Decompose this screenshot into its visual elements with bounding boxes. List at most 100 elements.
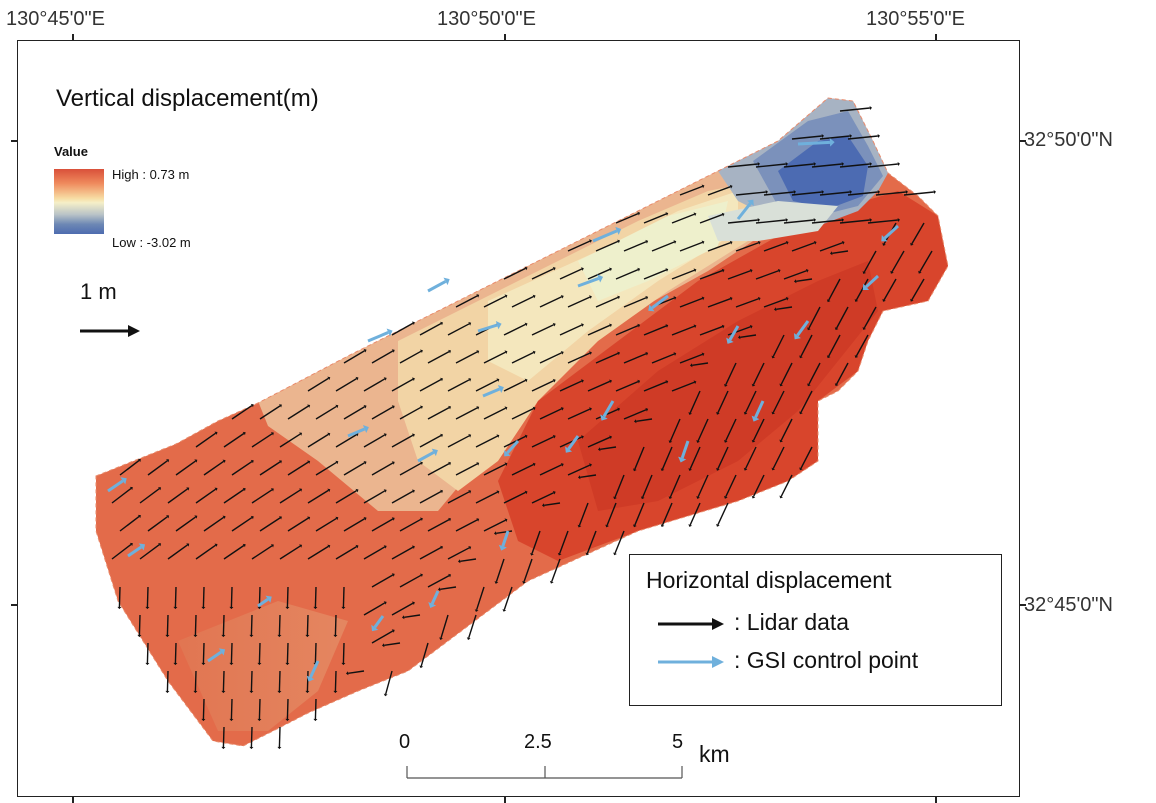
lidar-arrow [455, 294, 480, 308]
lidar-arrow [724, 418, 737, 443]
lidar-arrow [335, 488, 359, 504]
lidar-arrow [799, 390, 813, 415]
lidar-arrow [751, 474, 765, 499]
lidar-arrow [539, 350, 564, 364]
lidar-arrow [277, 670, 282, 694]
lidar-arrow [285, 586, 290, 610]
lidar-arrow [623, 407, 649, 420]
lidar-arrow [783, 268, 809, 280]
lidar-arrow [483, 462, 508, 476]
lidar-arrow [279, 432, 303, 448]
lidar-arrow [668, 418, 681, 444]
lidar-arrow [503, 322, 528, 336]
frame-tick [504, 797, 506, 803]
lidar-arrow [251, 432, 274, 448]
lidar-arrow [287, 516, 311, 532]
lidar-arrow [643, 268, 669, 280]
lidar-arrow [633, 418, 653, 424]
lidar-arrow [455, 350, 480, 364]
gsi-arrow [793, 320, 810, 340]
lidar-arrow [643, 380, 669, 392]
lidar-arrow [587, 267, 612, 280]
lidar-arrow [371, 349, 395, 364]
lidar-arrow [735, 240, 761, 252]
frame-tick [935, 797, 937, 803]
gsi-arrow [736, 199, 754, 220]
lidar-arrow [791, 134, 825, 140]
gsi-arrow [371, 615, 385, 632]
lidar-arrow [251, 544, 274, 560]
lidar-arrow [259, 516, 282, 532]
lidar-arrow [427, 573, 452, 588]
gsi-arrow [427, 277, 450, 293]
lidar-arrow [193, 614, 198, 638]
lidar-arrow [173, 586, 178, 610]
gsi-arrow [107, 477, 127, 493]
lidar-arrow [688, 390, 701, 415]
lidar-arrow [577, 502, 589, 528]
lidar-arrow [173, 642, 178, 666]
frame-tick [935, 34, 937, 40]
lidar-arrow [735, 296, 761, 308]
lidar-arrow [391, 601, 415, 616]
lidar-arrow [595, 239, 621, 252]
lidar-arrow [231, 515, 254, 532]
frame-tick [1020, 140, 1026, 142]
lidar-arrow [567, 351, 592, 364]
lidar-arrow [419, 489, 443, 504]
lidar-arrow [615, 379, 641, 392]
lidar-arrow [391, 321, 415, 336]
lidar-arrow [839, 106, 873, 112]
lidar-arrow [363, 545, 387, 560]
lidar-arrow [688, 502, 701, 527]
lidar-arrow [531, 378, 556, 392]
lidar-arrow [707, 184, 733, 196]
frame-tick [72, 797, 74, 803]
lidar-arrow [755, 162, 789, 168]
lidar-arrow [249, 670, 254, 694]
gsi-arrow [347, 425, 369, 438]
lidar-arrow [279, 488, 303, 504]
lidar-arrow [727, 268, 753, 280]
lidar-arrow [679, 352, 705, 364]
lidar-arrow [457, 558, 477, 564]
horizontal-displacement-legend: Horizontal displacement : Lidar data : G… [629, 554, 1002, 706]
lidar-arrow [315, 516, 339, 532]
legend-high-label: High : 0.73 m [112, 167, 190, 182]
lidar-arrow [783, 218, 817, 224]
lidar-arrow [221, 614, 226, 638]
lidar-arrow [862, 306, 877, 330]
lidar-arrow [503, 378, 528, 392]
gsi-arrow [127, 543, 146, 558]
lidar-arrow [779, 362, 793, 387]
gsi-arrow [797, 138, 835, 147]
lidar-arrow [165, 614, 170, 638]
lidar-arrow [541, 502, 561, 508]
lidar-arrow [383, 670, 393, 697]
gsi-arrow [881, 224, 900, 242]
lidar-arrow [399, 573, 423, 588]
lon-label-3: 130°55'0"E [866, 8, 965, 30]
gsi-arrow [428, 590, 440, 608]
lidar-arrow [313, 698, 318, 722]
lidar-arrow [862, 250, 877, 274]
lidar-arrow [343, 517, 367, 532]
lidar-arrow [819, 190, 853, 196]
lidar-arrow [743, 446, 757, 471]
gsi-arrow [504, 440, 520, 457]
lidar-arrow [447, 546, 472, 560]
legend-low-label: Low : -3.02 m [112, 235, 191, 250]
lidar-arrow [229, 642, 234, 666]
gsi-arrow [862, 274, 880, 290]
lidar-arrow [559, 435, 584, 448]
lidar-arrow [466, 614, 477, 640]
lidar-arrow [343, 405, 367, 420]
lidar-arrow [660, 446, 673, 472]
lidar-arrow [343, 461, 367, 476]
lidar-arrow [175, 515, 198, 532]
lidar-arrow [531, 266, 556, 280]
lon-label-2: 130°50'0"E [437, 8, 536, 30]
lidar-arrow [249, 726, 254, 750]
lidar-arrow [819, 134, 853, 140]
lidar-arrow [363, 433, 387, 448]
